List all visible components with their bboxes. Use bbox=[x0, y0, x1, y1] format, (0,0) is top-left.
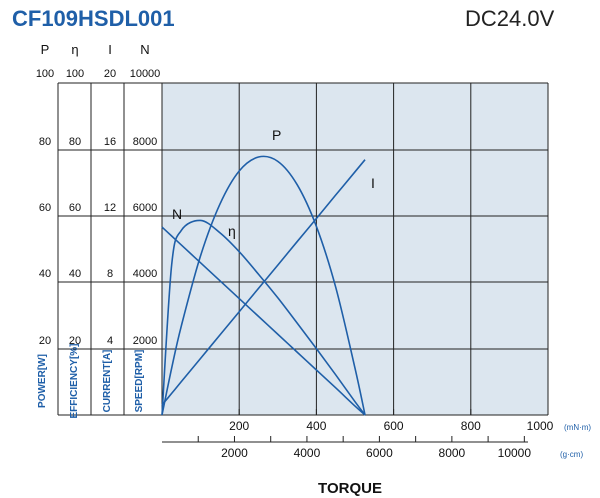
series-line-0 bbox=[161, 155, 366, 416]
series-line-3 bbox=[161, 226, 366, 416]
y-tick-label: 6000 bbox=[133, 202, 157, 214]
axis-symbol: N bbox=[140, 42, 149, 57]
axis-max-label: 100 bbox=[66, 68, 84, 80]
series-label: η bbox=[228, 223, 236, 239]
series-line-1 bbox=[161, 219, 366, 416]
x2-tick-label: 8000 bbox=[439, 446, 466, 460]
x-tick-label: 1000 bbox=[527, 419, 554, 433]
series-label: I bbox=[371, 175, 375, 191]
series-label: N bbox=[172, 206, 182, 222]
axis-max-label: 10000 bbox=[130, 68, 161, 80]
y-tick-label: 20 bbox=[39, 335, 51, 347]
series-line-2 bbox=[161, 159, 366, 406]
axis-symbol: η bbox=[71, 42, 78, 57]
x2-tick-label: 2000 bbox=[221, 446, 248, 460]
axis-label: POWER[W] bbox=[37, 354, 48, 408]
x-tick-label: 800 bbox=[461, 419, 481, 433]
x-axis-title: TORQUE bbox=[318, 480, 382, 497]
y-tick-label: 4 bbox=[107, 335, 113, 347]
y-tick-label: 80 bbox=[39, 136, 51, 148]
x-tick-label: 200 bbox=[229, 419, 249, 433]
y-tick-label: 2000 bbox=[133, 335, 157, 347]
x-unit-label: (mN·m) bbox=[564, 423, 591, 432]
axis-label: SPEED[RPM] bbox=[134, 350, 145, 413]
y-tick-label: 8 bbox=[107, 268, 113, 280]
x2-tick-label: 4000 bbox=[294, 446, 321, 460]
axis-label: EFFICIENCY[%] bbox=[69, 344, 80, 419]
axis-symbol: P bbox=[41, 42, 50, 57]
y-tick-label: 40 bbox=[39, 268, 51, 280]
plot-area bbox=[162, 83, 548, 415]
x2-tick-label: 6000 bbox=[366, 446, 393, 460]
y-tick-label: 60 bbox=[69, 202, 81, 214]
y-tick-label: 16 bbox=[104, 136, 116, 148]
y-tick-label: 4000 bbox=[133, 268, 157, 280]
y-tick-label: 80 bbox=[69, 136, 81, 148]
y-tick-label: 20 bbox=[69, 335, 81, 347]
x2-unit-label: (g·cm) bbox=[560, 450, 583, 459]
chart-title: CF109HSDL001 bbox=[12, 6, 175, 31]
x-tick-label: 400 bbox=[306, 419, 326, 433]
y-tick-label: 8000 bbox=[133, 136, 157, 148]
voltage-label: DC24.0V bbox=[465, 6, 555, 31]
axis-max-label: 100 bbox=[36, 68, 54, 80]
series-label: P bbox=[272, 127, 281, 143]
axis-max-label: 20 bbox=[104, 68, 116, 80]
y-tick-label: 60 bbox=[39, 202, 51, 214]
axis-symbol: I bbox=[108, 42, 112, 57]
axis-label: CURRENT[A] bbox=[102, 350, 113, 413]
y-tick-label: 12 bbox=[104, 202, 116, 214]
y-tick-label: 40 bbox=[69, 268, 81, 280]
x-tick-label: 600 bbox=[384, 419, 404, 433]
x2-tick-label: 10000 bbox=[498, 446, 532, 460]
